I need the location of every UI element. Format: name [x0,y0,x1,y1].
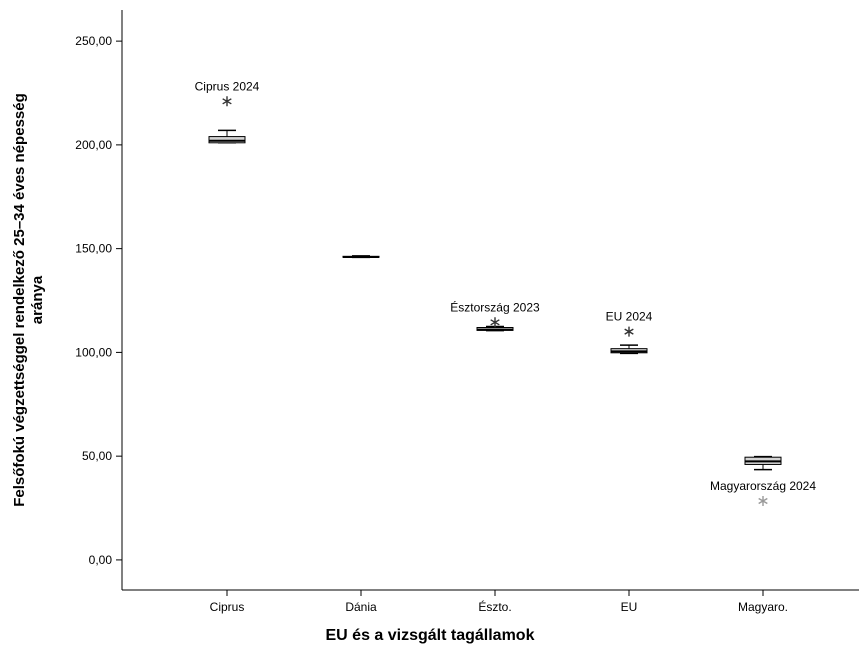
y-tick-label: 100,00 [75,345,112,359]
x-tick-label: Magyaro. [738,600,788,614]
x-tick-label: Ciprus [210,600,245,614]
outlier-label: Ciprus 2024 [195,79,260,93]
y-tick-label: 50,00 [82,449,112,463]
x-axis-label: EU és a vizsgált tagállamok [326,627,535,644]
outlier-label: Észtország 2023 [450,299,540,314]
x-tick-label: EU [621,600,638,614]
y-tick-label: 200,00 [75,138,112,152]
y-tick-label: 250,00 [75,34,112,48]
x-tick-label: Dánia [345,600,377,614]
outlier [490,317,500,328]
outlier [758,495,768,506]
outlier [222,96,232,107]
outlier-label: EU 2024 [606,310,653,324]
y-axis-label-line: aránya [29,275,46,324]
y-tick-label: 150,00 [75,242,112,256]
outlier-label: Magyarország 2024 [710,479,816,493]
x-tick-label: Észto. [478,599,511,614]
y-axis-label-line: Felsőfokú végzettséggel rendelkező 25–34… [11,93,28,507]
outlier [624,326,634,337]
y-axis-label: Felsőfokú végzettséggel rendelkező 25–34… [11,93,46,507]
y-tick-label: 0,00 [89,553,113,567]
box [208,136,246,144]
